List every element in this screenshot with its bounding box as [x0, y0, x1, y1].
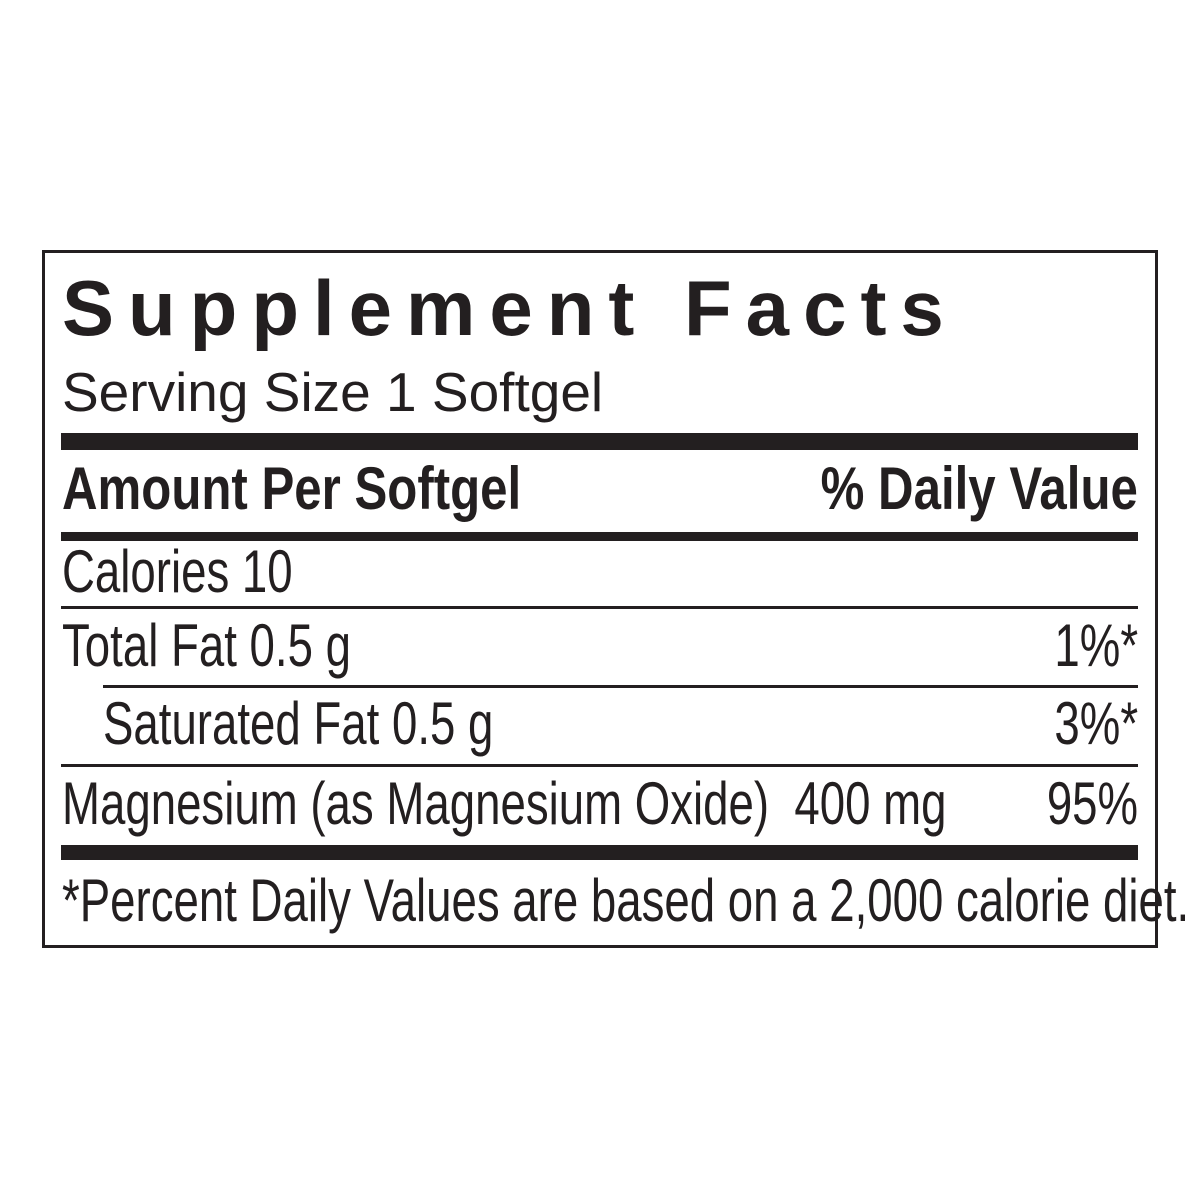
- thin-divider: [103, 685, 1138, 688]
- daily-value-header: % Daily Value: [820, 455, 1138, 522]
- panel-title: Supplement Facts: [62, 264, 958, 352]
- nutrient-dv: 95%: [1046, 770, 1138, 837]
- nutrient-amount: 0.5 g: [249, 612, 351, 679]
- serving-size: Serving Size 1 Softgel: [62, 361, 604, 423]
- footnote: *Percent Daily Values are based on a 2,0…: [62, 867, 1190, 934]
- nutrient-name: Magnesium (as Magnesium Oxide): [62, 770, 770, 837]
- thin-divider: [61, 764, 1138, 767]
- row-total-fat: Total Fat 0.5 g: [62, 616, 351, 676]
- nutrient-amount: 400 mg: [794, 770, 947, 837]
- thin-divider: [61, 606, 1138, 609]
- nutrient-dv: 3%*: [1054, 690, 1138, 757]
- nutrient-dv: 1%*: [1054, 612, 1138, 679]
- thick-divider: [61, 433, 1138, 450]
- amount-header: Amount Per Softgel: [62, 455, 522, 522]
- row-magnesium: Magnesium (as Magnesium Oxide) 400 mg: [62, 774, 947, 834]
- row-calories: Calories 10: [62, 542, 293, 602]
- nutrient-amount: 10: [241, 538, 293, 605]
- nutrient-amount: 0.5 g: [391, 690, 494, 757]
- row-saturated-fat: Saturated Fat 0.5 g: [103, 694, 493, 754]
- supplement-facts-panel: [42, 250, 1158, 948]
- nutrient-name: Saturated Fat: [103, 690, 380, 757]
- nutrient-name: Calories: [62, 538, 230, 605]
- medium-divider: [61, 532, 1138, 541]
- nutrient-name: Total Fat: [62, 612, 237, 679]
- thick-divider: [61, 845, 1138, 860]
